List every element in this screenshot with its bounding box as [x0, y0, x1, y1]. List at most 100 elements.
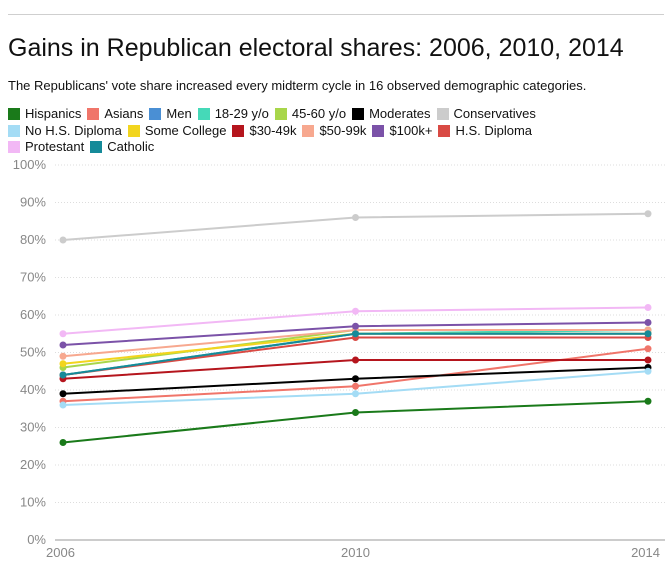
legend-item-100k[interactable]: $100k+ [372, 123, 432, 139]
legend-label: Some College [144, 122, 227, 138]
legend-item-conservatives[interactable]: Conservatives [436, 106, 536, 122]
legend-swatch [232, 124, 245, 137]
series-hispanics[interactable] [59, 397, 652, 446]
data-point[interactable] [644, 210, 652, 218]
series-asians[interactable] [59, 345, 652, 405]
y-tick-label: 60% [20, 307, 46, 322]
x-axis-ticks: 2006 2010 2014 [46, 545, 660, 560]
data-point[interactable] [59, 401, 67, 409]
legend-swatch [372, 124, 385, 137]
data-point[interactable] [352, 214, 359, 221]
series-catholic[interactable] [59, 330, 652, 379]
legend: Hispanics Asians Men 18-29 y/o 45-60 y/o Mode… [8, 106, 648, 156]
y-tick-label: 20% [20, 457, 46, 472]
data-point[interactable] [644, 345, 652, 353]
legend-label: Asians [104, 106, 144, 121]
series-protestant[interactable] [59, 304, 652, 338]
y-tick-label: 30% [20, 420, 46, 435]
y-tick-label: 0% [27, 532, 46, 547]
legend-item-men[interactable]: Men [149, 106, 192, 122]
series-no-h-s-diploma[interactable] [59, 367, 652, 409]
data-point[interactable] [59, 352, 67, 360]
data-point[interactable] [644, 397, 652, 405]
series-100k[interactable] [59, 319, 652, 349]
legend-swatch [8, 141, 20, 153]
legend-swatch [352, 108, 365, 120]
legend-swatch [127, 124, 140, 137]
data-point[interactable] [352, 307, 359, 315]
legend-label: H.S. Diploma [455, 122, 533, 138]
legend-swatch [197, 108, 210, 120]
y-tick-label: 10% [20, 495, 46, 510]
legend-row: No H.S. Diploma Some College $30-49k $50-99… [8, 123, 648, 140]
data-point[interactable] [644, 304, 652, 311]
legend-label: 45-60 y/o [291, 106, 347, 121]
legend-swatch [438, 124, 451, 137]
x-tick-label: 2010 [341, 545, 370, 560]
y-tick-label: 40% [20, 382, 46, 397]
y-tick-label: 70% [20, 270, 46, 285]
legend-label: Men [166, 106, 192, 121]
data-point[interactable] [59, 341, 67, 349]
data-point[interactable] [352, 409, 359, 416]
legend-label: Moderates [369, 106, 431, 121]
legend-swatch [302, 124, 315, 137]
y-tick-label: 80% [20, 232, 46, 247]
legend-item-catholic[interactable]: Catholic [90, 139, 154, 155]
legend-item-asians[interactable]: Asians [87, 106, 143, 122]
legend-item-h-s-diploma[interactable]: H.S. Diploma [438, 123, 532, 139]
legend-swatch [90, 141, 103, 153]
y-tick-label: 50% [20, 345, 46, 360]
legend-row: Hispanics Asians Men 18-29 y/o 45-60 y/o Mode… [8, 106, 648, 123]
x-tick-label: 2014 [631, 545, 660, 560]
legend-swatch [8, 108, 20, 120]
series-conservatives[interactable] [59, 210, 652, 244]
x-tick-label: 2006 [46, 545, 75, 560]
series-line [62, 400, 649, 444]
legend-item-hispanics[interactable]: Hispanics [8, 106, 81, 122]
data-point[interactable] [352, 322, 359, 330]
legend-swatch [274, 108, 287, 120]
legend-swatch [149, 108, 162, 120]
data-point[interactable] [352, 356, 359, 364]
data-point[interactable] [644, 367, 652, 375]
chart-subtitle: The Republicans' vote share increased ev… [8, 78, 587, 93]
legend-item-45-60-y-o[interactable]: 45-60 y/o [274, 106, 347, 122]
chart-title: Gains in Republican electoral shares: 20… [8, 34, 624, 62]
data-point[interactable] [59, 360, 67, 368]
data-point[interactable] [352, 330, 359, 338]
legend-label: $30-49k [249, 122, 297, 138]
data-point[interactable] [59, 390, 67, 398]
data-point[interactable] [644, 356, 652, 364]
top-divider [8, 14, 664, 15]
data-point[interactable] [352, 375, 359, 383]
data-point[interactable] [59, 330, 67, 338]
y-tick-label: 90% [20, 195, 46, 210]
data-point[interactable] [352, 382, 359, 390]
legend-swatch [87, 108, 100, 120]
data-point[interactable] [59, 439, 67, 446]
legend-row: Protestant Catholic [8, 139, 648, 156]
legend-item-30-49k[interactable]: $30-49k [232, 123, 296, 139]
data-point[interactable] [59, 236, 67, 244]
y-axis-ticks: 0% 10% 20% 30% 40% 50% 60% 70% 80% 90% 100% [13, 157, 47, 547]
legend-label: Hispanics [25, 106, 82, 121]
y-tick-label: 100% [13, 157, 47, 172]
data-point[interactable] [644, 319, 652, 326]
legend-item-moderates[interactable]: Moderates [352, 106, 431, 122]
legend-label: Catholic [107, 139, 155, 154]
legend-item-some-college[interactable]: Some College [127, 122, 227, 139]
legend-item-18-29-y-o[interactable]: 18-29 y/o [197, 106, 269, 122]
legend-label: $100k+ [389, 122, 433, 138]
legend-label: Conservatives [453, 106, 536, 121]
series-moderates[interactable] [59, 364, 652, 398]
legend-item-no-h-s-diploma[interactable]: No H.S. Diploma [8, 123, 122, 139]
legend-label: 18-29 y/o [214, 106, 269, 121]
legend-swatch [436, 108, 449, 120]
data-point[interactable] [644, 330, 652, 338]
legend-item-protestant[interactable]: Protestant [8, 139, 84, 155]
data-point[interactable] [352, 390, 359, 398]
legend-item-50-99k[interactable]: $50-99k [302, 123, 366, 139]
data-point[interactable] [59, 371, 67, 379]
